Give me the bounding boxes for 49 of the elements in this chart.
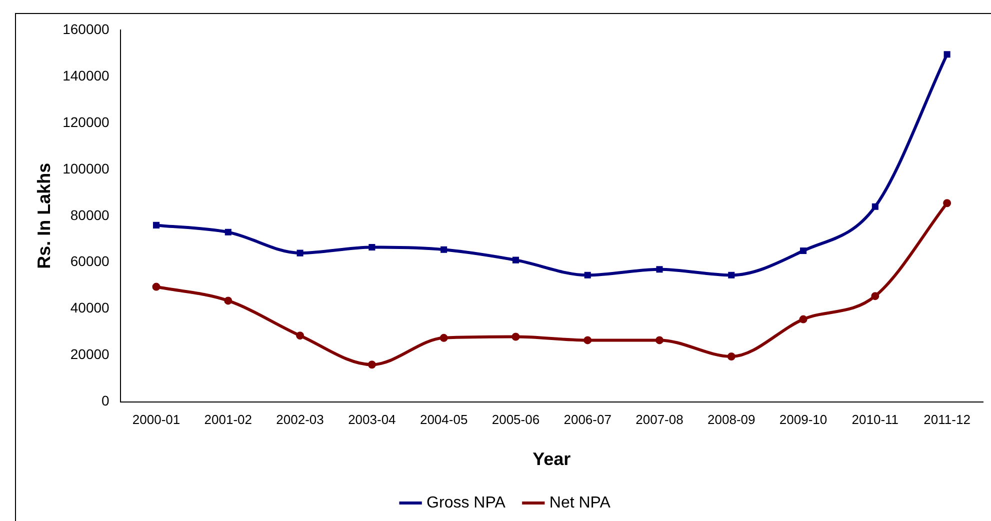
y-tick-label: 140000 bbox=[62, 67, 110, 84]
point bbox=[440, 334, 448, 342]
point bbox=[224, 228, 232, 236]
legend-label: Net NPA bbox=[549, 494, 611, 512]
point bbox=[512, 256, 519, 264]
x-tick-label: 2010-11 bbox=[852, 412, 899, 428]
point bbox=[296, 250, 304, 256]
y-axis-title: Rs. In Lakhs bbox=[34, 162, 54, 269]
y-tick-label: 80000 bbox=[70, 206, 110, 223]
x-tick-label: 2005-06 bbox=[492, 412, 540, 428]
point bbox=[944, 51, 950, 58]
point bbox=[224, 296, 232, 305]
x-tick-label: 2009-10 bbox=[779, 412, 828, 428]
x-tick-label: 2006-07 bbox=[564, 412, 612, 428]
point bbox=[943, 199, 952, 208]
point bbox=[512, 332, 520, 341]
point bbox=[368, 244, 376, 251]
x-tick-label: 2008-09 bbox=[708, 412, 756, 428]
point bbox=[296, 332, 304, 340]
x-axis-title: Year bbox=[532, 449, 571, 470]
point bbox=[656, 266, 663, 273]
point bbox=[584, 336, 592, 344]
point bbox=[727, 352, 736, 360]
point bbox=[152, 282, 160, 291]
point bbox=[872, 203, 878, 210]
point bbox=[584, 272, 591, 278]
point bbox=[800, 247, 807, 254]
y-tick-label: 40000 bbox=[70, 300, 110, 316]
point bbox=[655, 336, 664, 344]
y-tick-label: 20000 bbox=[70, 346, 110, 362]
x-tick-label: 2000-01 bbox=[132, 412, 180, 428]
x-tick-label: 2011-12 bbox=[924, 412, 970, 428]
y-tick-label: 60000 bbox=[70, 253, 110, 270]
y-tick-label: 160000 bbox=[62, 20, 110, 37]
point bbox=[799, 315, 808, 324]
point bbox=[152, 222, 160, 228]
point bbox=[440, 246, 448, 253]
x-tick-label: 2004-05 bbox=[420, 412, 468, 428]
y-tick-label: 0 bbox=[102, 392, 110, 409]
point bbox=[368, 360, 376, 369]
point bbox=[871, 292, 880, 300]
y-tick-label: 120000 bbox=[62, 114, 110, 130]
x-tick-label: 2002-03 bbox=[276, 412, 324, 428]
legend-label: Gross NPA bbox=[426, 494, 506, 512]
x-tick-label: 2007-08 bbox=[636, 412, 684, 428]
x-tick-label: 2001-02 bbox=[204, 412, 252, 428]
x-tick-label: 2003-04 bbox=[348, 412, 396, 428]
point bbox=[728, 272, 735, 278]
y-tick-label: 100000 bbox=[62, 160, 110, 176]
